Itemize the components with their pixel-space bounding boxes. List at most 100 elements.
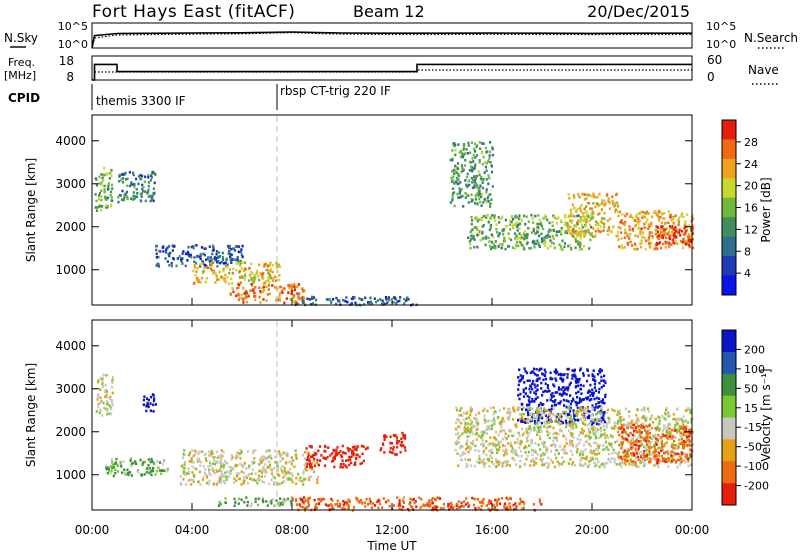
velocity-cell [216, 456, 219, 459]
velocity-cell [644, 458, 647, 462]
power-cell [235, 294, 238, 298]
power-cell [241, 274, 244, 278]
power-cell [544, 216, 547, 219]
velocity-cell [245, 496, 248, 499]
velocity-cell [132, 461, 135, 465]
velocity-cell [613, 421, 616, 425]
velocity-cell [585, 457, 588, 461]
velocity-cell [278, 504, 281, 507]
power-cell [511, 225, 515, 229]
velocity-cell [622, 436, 625, 440]
velocity-cell [524, 451, 527, 454]
velocity-cell [272, 475, 275, 478]
velocity-cell [398, 499, 401, 502]
velocity-cell [560, 422, 563, 426]
velocity-cell [269, 467, 272, 471]
velocity-cell [586, 433, 590, 437]
power-cell [178, 255, 181, 258]
velocity-cell [466, 464, 469, 468]
velocity-cell [264, 456, 267, 460]
power-cell [602, 229, 605, 232]
velocity-cell [492, 436, 496, 439]
velocity-cell [656, 425, 659, 429]
power-cell [94, 177, 97, 180]
power-cell [229, 255, 232, 259]
velocity-cell [655, 427, 659, 431]
power-cell [162, 250, 165, 253]
power-cell [268, 264, 272, 267]
velocity-cell [561, 386, 565, 389]
power-cell [110, 203, 113, 207]
power-cell [590, 225, 593, 229]
power-cell [560, 226, 563, 230]
velocity-cell [638, 424, 641, 428]
power-cell [461, 155, 464, 159]
velocity-cell [152, 466, 155, 470]
power-cell [665, 242, 668, 245]
velocity-cell [154, 403, 157, 406]
velocity-cell [495, 458, 498, 461]
power-cell [501, 244, 504, 248]
velocity-cell [474, 432, 477, 436]
velocity-cell [108, 397, 112, 401]
velocity-cell [350, 461, 353, 465]
power-cell [480, 192, 483, 196]
velocity-cell [388, 504, 391, 508]
velocity-cell [111, 463, 114, 467]
velocity-cell [681, 447, 684, 450]
power-cell [215, 275, 218, 278]
power-cell [147, 184, 150, 188]
power-cell [599, 203, 603, 206]
velocity-cell [248, 477, 252, 481]
velocity-cell [475, 420, 478, 423]
velocity-cell [616, 422, 619, 425]
power-cell [577, 241, 580, 244]
power-cell [473, 245, 476, 249]
velocity-cell [632, 427, 635, 430]
velocity-cell [504, 432, 507, 435]
velocity-cell [308, 478, 311, 482]
power-cell [251, 272, 254, 275]
power-cell [537, 241, 540, 245]
velocity-cell [605, 411, 608, 415]
velocity-cell [273, 481, 276, 484]
velocity-cell [319, 459, 322, 462]
velocity-cell [278, 452, 281, 456]
velocity-cell [234, 454, 237, 458]
velocity-region-0 [95, 373, 114, 417]
power-cell [611, 199, 614, 203]
velocity-cell [259, 458, 262, 461]
power-cell [376, 299, 379, 302]
velocity-cell [263, 468, 266, 471]
power-cell [667, 241, 670, 244]
power-cell [338, 300, 341, 304]
velocity-cell [591, 452, 594, 455]
power-cell [488, 157, 491, 160]
velocity-cell [466, 446, 469, 449]
power-cell [569, 225, 572, 229]
power-cell [515, 244, 518, 247]
velocity-cell [622, 455, 626, 458]
velocity-cell [473, 464, 476, 468]
power-cell [629, 213, 632, 216]
power-cell [358, 297, 361, 300]
velocity-cell [517, 454, 520, 458]
velocity-cell [556, 439, 559, 442]
velocity-cell [313, 464, 316, 468]
velocity-cell [587, 427, 590, 431]
power-cell [546, 234, 549, 237]
velocity-cell [647, 439, 650, 443]
velocity-cell [99, 376, 102, 380]
velocity-cell [589, 394, 592, 397]
velocity-cell [622, 423, 625, 427]
velocity-cell [513, 408, 516, 412]
power-cell [215, 273, 218, 277]
power-cell [491, 240, 494, 244]
power-cell [642, 215, 645, 218]
power-cell [361, 298, 364, 302]
power-cell [481, 178, 484, 182]
velocity-cell [227, 475, 230, 479]
velocity-cell [568, 383, 571, 386]
power-cell [210, 258, 213, 262]
velocity-cell [509, 507, 512, 511]
